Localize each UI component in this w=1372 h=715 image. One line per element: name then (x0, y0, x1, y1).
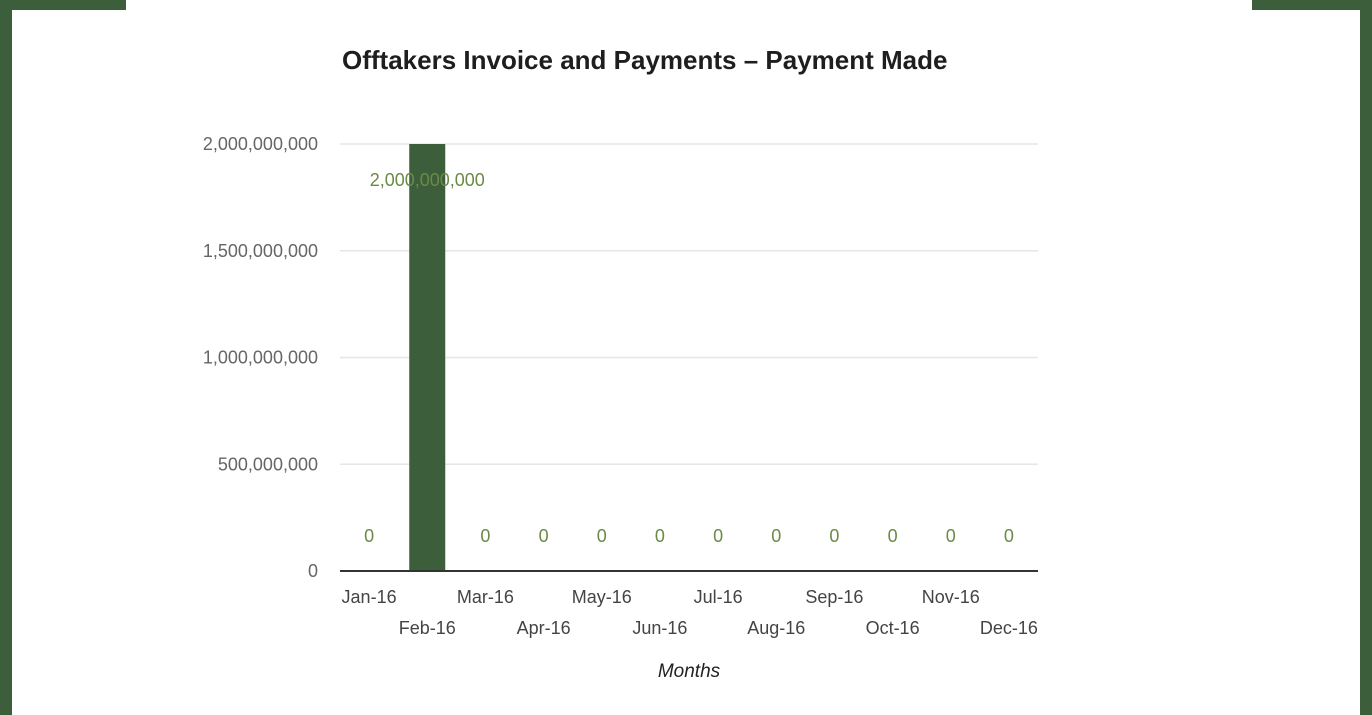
data-label: 2,000,000,000 (370, 170, 485, 190)
y-tick-label: 0 (308, 561, 318, 581)
data-label: 0 (655, 526, 665, 546)
frame-left-border (0, 0, 12, 715)
data-label: 0 (597, 526, 607, 546)
frame-top-gap (126, 0, 1252, 12)
x-tick-label: Apr-16 (517, 618, 571, 638)
y-tick-label: 1,500,000,000 (203, 241, 318, 261)
x-tick-label: Nov-16 (922, 587, 980, 607)
x-tick-label: Mar-16 (457, 587, 514, 607)
y-tick-label: 2,000,000,000 (203, 134, 318, 154)
x-tick-label: May-16 (572, 587, 632, 607)
x-tick-label: Jul-16 (694, 587, 743, 607)
y-tick-label: 1,000,000,000 (203, 348, 318, 368)
data-label: 0 (888, 526, 898, 546)
data-label: 0 (539, 526, 549, 546)
x-tick-label: Dec-16 (980, 618, 1038, 638)
data-label: 0 (1004, 526, 1014, 546)
x-tick-label: Jun-16 (632, 618, 687, 638)
data-label: 0 (713, 526, 723, 546)
x-tick-label: Oct-16 (866, 618, 920, 638)
x-tick-label: Sep-16 (805, 587, 863, 607)
data-label: 0 (946, 526, 956, 546)
y-tick-label: 500,000,000 (218, 454, 318, 474)
bar (409, 144, 446, 571)
frame-right-border (1360, 0, 1372, 715)
x-tick-label: Feb-16 (399, 618, 456, 638)
x-tick-label: Aug-16 (747, 618, 805, 638)
data-label: 0 (829, 526, 839, 546)
x-axis-title: Months (658, 661, 721, 682)
data-label: 0 (771, 526, 781, 546)
data-label: 0 (480, 526, 490, 546)
chart-title: Offtakers Invoice and Payments – Payment… (342, 45, 948, 75)
data-label: 0 (364, 526, 374, 546)
x-tick-label: Jan-16 (342, 587, 397, 607)
